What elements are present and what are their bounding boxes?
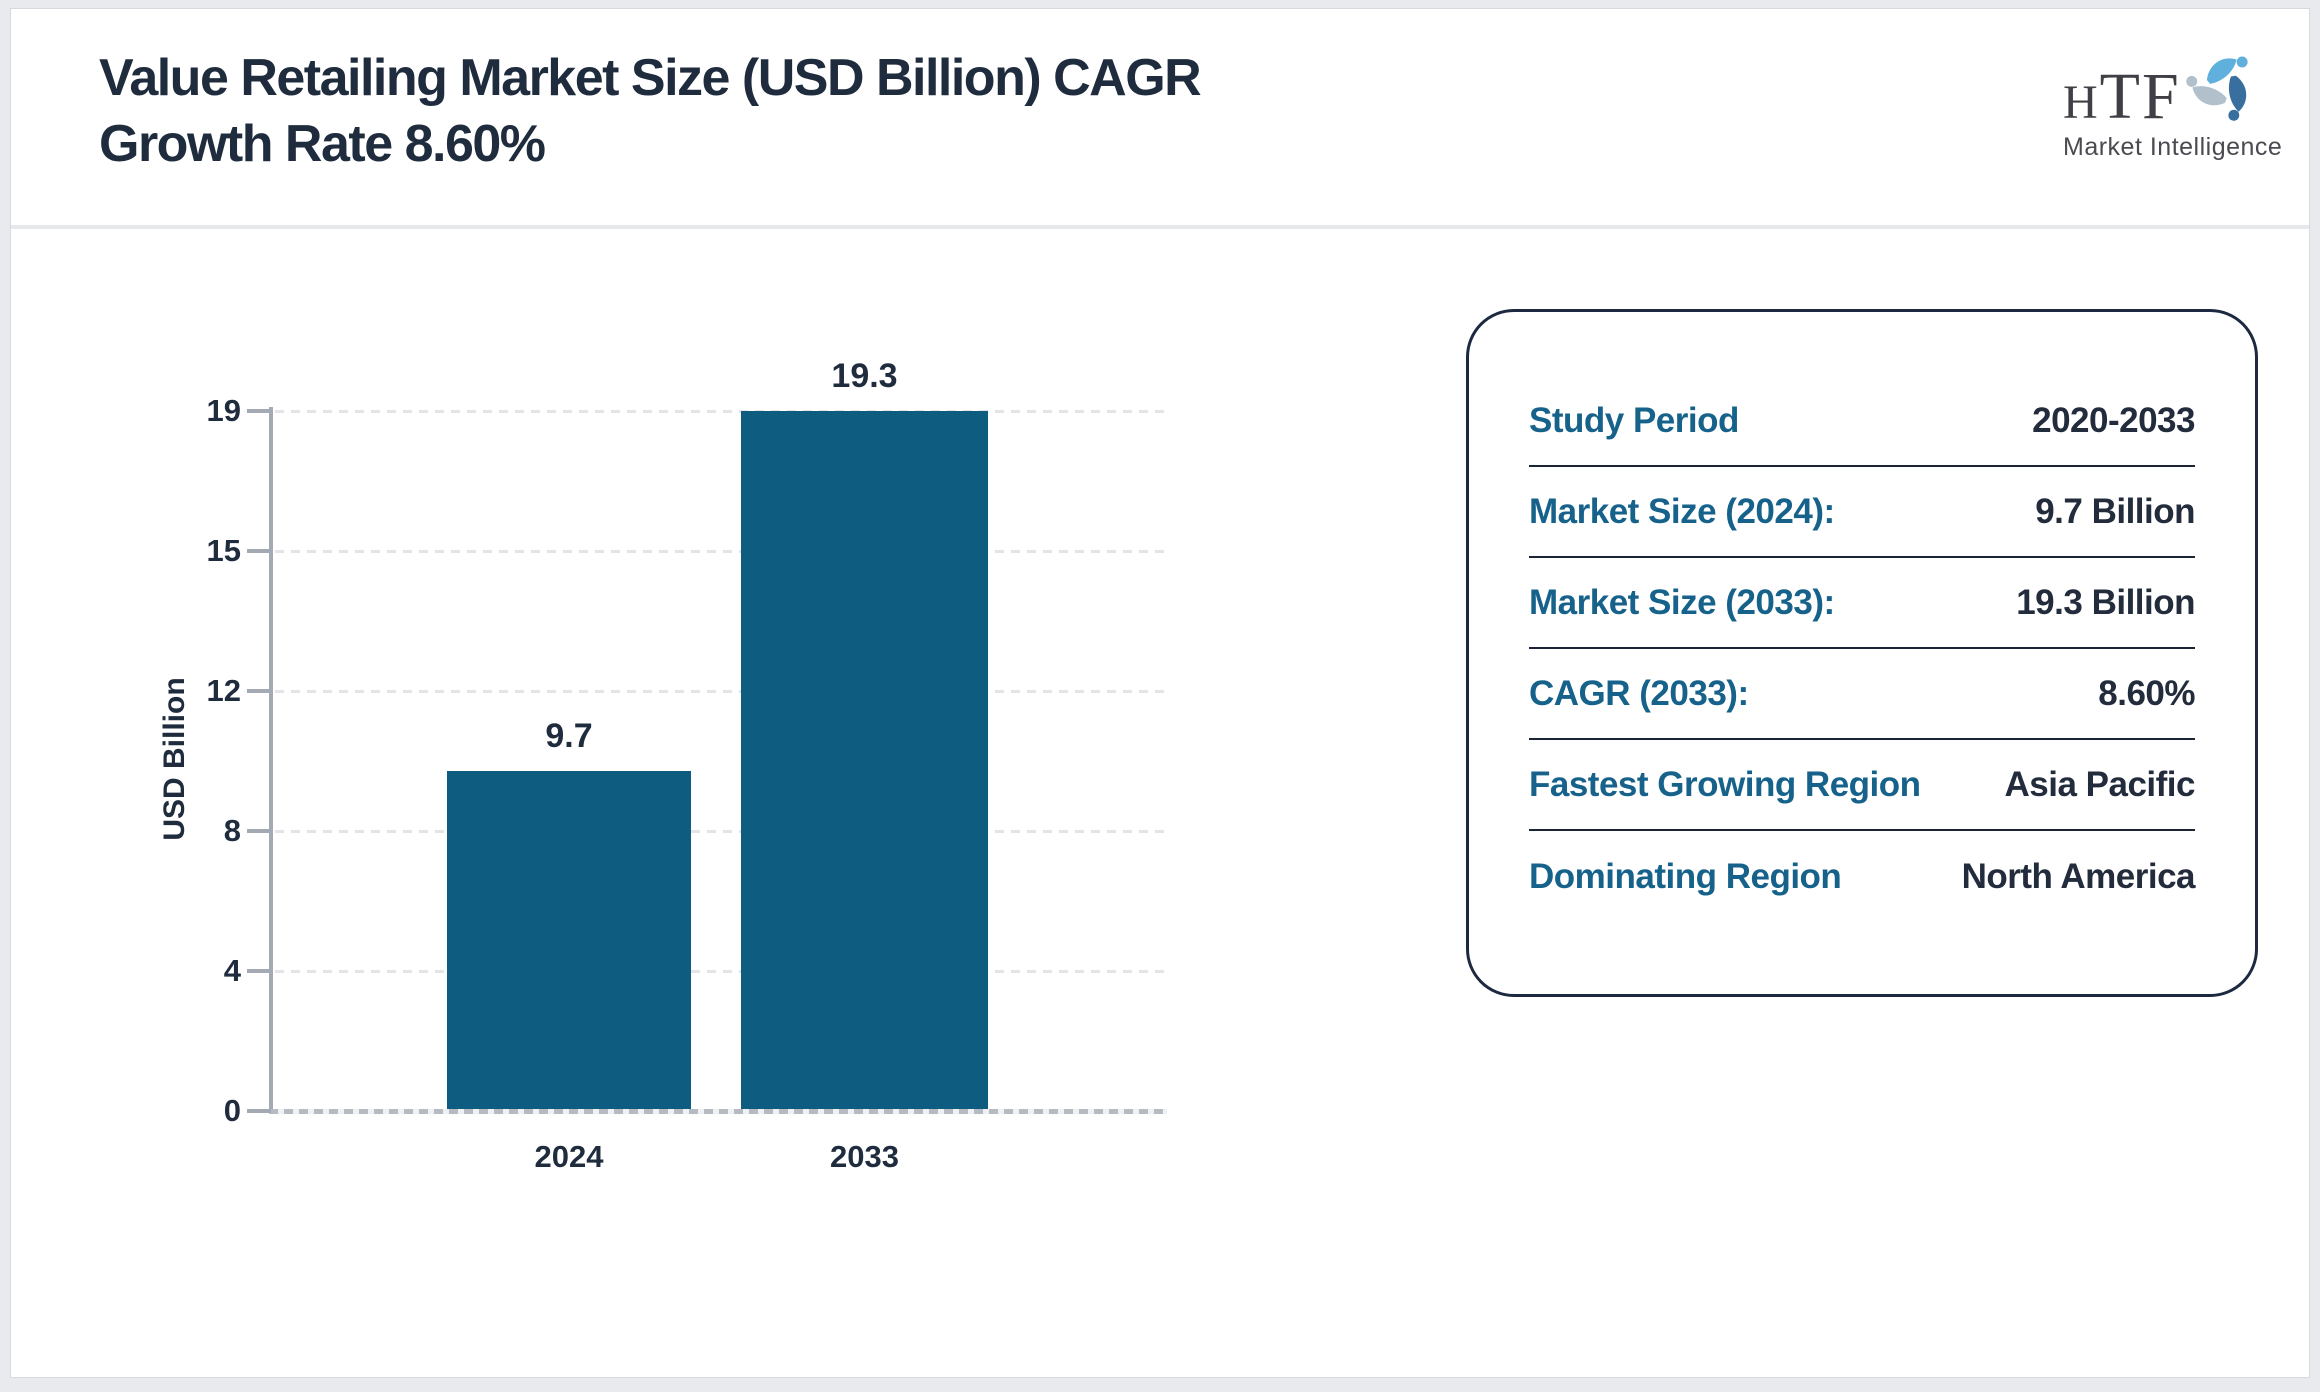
x-axis-label-2033: 2033 (830, 1139, 899, 1174)
summary-label: CAGR (2033): (1529, 673, 1749, 713)
page-title-line2: Growth Rate 8.60% (99, 115, 546, 173)
gridline-4 (275, 970, 1167, 973)
y-tick-mark-19 (247, 409, 271, 413)
summary-label: Study Period (1529, 400, 1739, 440)
gridline-19 (275, 410, 1167, 413)
content-panel: Value Retailing Market Size (USD Billion… (10, 8, 2310, 1378)
logo-swirl-icon (2185, 56, 2248, 121)
summary-value: North America (1961, 856, 2196, 896)
summary-row-cagr: CAGR (2033): 8.60% (1529, 649, 2195, 740)
y-axis-label: USD Billion (158, 677, 191, 841)
summary-value: 2020-2033 (2032, 400, 2195, 440)
y-tick-mark-12 (247, 689, 271, 693)
summary-label: Market Size (2033): (1529, 582, 1835, 622)
bar-2033 (741, 411, 988, 1109)
htf-logo-subtitle: Market Intelligence (2063, 133, 2283, 161)
summary-label: Dominating Region (1529, 856, 1842, 896)
gridline-15 (275, 550, 1167, 553)
summary-value: 9.7 Billion (2035, 491, 2195, 531)
y-tick-label-19: 19 (206, 393, 241, 428)
htf-logo-letter-h: H (2063, 76, 2100, 129)
x-axis-baseline (269, 1109, 1167, 1114)
y-tick-mark-8 (247, 829, 271, 833)
x-axis-label-2024: 2024 (534, 1139, 604, 1174)
htf-logo: H TF Market Intelligence (2063, 49, 2283, 162)
summary-label: Fastest Growing Region (1529, 764, 1921, 804)
bar-2024 (447, 771, 691, 1109)
htf-logo-wordmark: H TF (2063, 60, 2181, 133)
y-tick-label-4: 4 (223, 953, 241, 988)
summary-row-market-size-2024: Market Size (2024): 9.7 Billion (1529, 467, 2195, 558)
htf-logo-row: H TF (2063, 49, 2263, 133)
y-tick-mark-0 (247, 1109, 271, 1113)
y-tick-label-12: 12 (206, 673, 241, 708)
bar-value-2024: 9.7 (545, 717, 593, 755)
y-axis-line (269, 407, 273, 1113)
y-tick-mark-15 (247, 549, 271, 553)
y-tick-label-15: 15 (206, 533, 241, 568)
summary-row-dominating-region: Dominating Region North America (1529, 831, 2196, 922)
gridline-8 (275, 830, 1167, 833)
bar-value-2033: 19.3 (831, 357, 898, 395)
y-tick-mark-4 (247, 969, 271, 973)
htf-logo-letters-tf: TF (2099, 60, 2181, 133)
summary-value: 8.60% (2098, 673, 2195, 713)
page-title-line1: Value Retailing Market Size (USD Billion… (99, 49, 1202, 107)
header-divider (11, 225, 2309, 229)
summary-row-fastest-growing-region: Fastest Growing Region Asia Pacific (1529, 740, 2195, 831)
summary-value: 19.3 Billion (2016, 582, 2195, 622)
summary-row-study-period: Study Period 2020-2033 (1529, 376, 2195, 467)
summary-card-rows: Study Period 2020-2033 Market Size (2024… (1529, 376, 2196, 922)
summary-label: Market Size (2024): (1529, 491, 1835, 531)
summary-value: Asia Pacific (2004, 764, 2196, 804)
y-tick-label-0: 0 (223, 1093, 241, 1128)
gridline-12 (275, 690, 1167, 693)
summary-card: Study Period 2020-2033 Market Size (2024… (1466, 309, 2258, 997)
y-tick-label-8: 8 (223, 813, 241, 848)
summary-row-market-size-2033: Market Size (2033): 19.3 Billion (1529, 558, 2195, 649)
page-title: Value Retailing Market Size (USD Billion… (99, 45, 1202, 177)
